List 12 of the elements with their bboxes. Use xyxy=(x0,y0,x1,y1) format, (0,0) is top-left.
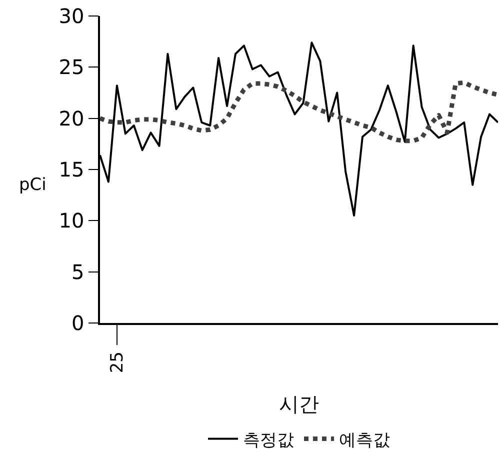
x-axis-title: 시간 xyxy=(279,392,319,416)
y-tick-label: 10 xyxy=(58,208,84,233)
y-tick-label: 25 xyxy=(58,55,84,80)
y-tick-label: 30 xyxy=(58,4,84,28)
y-tick-label: 5 xyxy=(72,260,84,284)
y-tick-label: 0 xyxy=(72,311,84,335)
y-tick-label: 15 xyxy=(58,158,84,182)
legend-label: 측정값 xyxy=(243,430,294,450)
legend-label: 예측값 xyxy=(339,430,390,450)
y-axis-title: pCi xyxy=(19,175,46,195)
y-tick-label: 20 xyxy=(58,106,84,130)
line-series xyxy=(100,80,498,144)
